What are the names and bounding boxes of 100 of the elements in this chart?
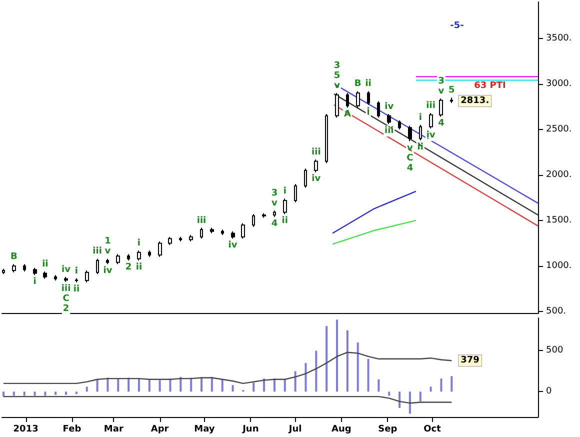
x-tick-label: Jun: [242, 424, 259, 434]
line-series: [2, 396, 452, 404]
x-tick-label: Jul: [288, 424, 302, 434]
x-tick-label: May: [194, 424, 215, 434]
annotation: ii: [365, 79, 372, 90]
candlestick: [75, 278, 78, 283]
bar: [106, 378, 109, 392]
candlestick: [439, 98, 443, 118]
x-tick-label: Feb: [62, 424, 82, 434]
bar: [232, 385, 234, 392]
y-tick-label: 2000.: [546, 170, 572, 180]
x-tick-label: Apr: [150, 424, 170, 434]
y-tick-label: 2500.: [546, 124, 572, 134]
bar: [450, 376, 453, 392]
bar: [388, 392, 390, 396]
annotation: ii: [42, 259, 48, 270]
bar: [430, 386, 432, 392]
candlestick: [241, 222, 245, 240]
annotation: 1: [104, 236, 111, 247]
bar: [221, 379, 224, 392]
candlestick: [168, 236, 172, 246]
bar: [138, 378, 140, 392]
bar: [86, 386, 88, 392]
candlestick: [33, 267, 37, 276]
y-tick-label: 1000.: [546, 260, 572, 271]
candlestick: [221, 229, 224, 236]
y-tick-label: 500: [546, 346, 564, 356]
annotation: i: [366, 106, 370, 117]
candlestick: [294, 184, 297, 203]
bar: [336, 320, 338, 392]
x-tick-label: Mar: [104, 424, 124, 434]
bar: [200, 378, 203, 392]
candlestick: [346, 92, 349, 108]
annotation: iv: [384, 102, 394, 112]
annotation: iii: [384, 126, 394, 136]
x-tick-label: Oct: [424, 424, 442, 434]
bar: [12, 392, 15, 396]
candlestick: [23, 264, 26, 272]
bar: [284, 379, 286, 392]
annotation: C: [406, 153, 414, 164]
annotation: v: [407, 143, 414, 154]
candlestick: [54, 274, 57, 282]
annotation: 4: [438, 118, 444, 129]
annotation: i: [74, 266, 78, 276]
candlestick: [106, 258, 109, 265]
bar: [128, 378, 130, 392]
annotation: 2813.: [460, 96, 490, 106]
candlestick: [85, 270, 89, 283]
candlestick: [231, 230, 235, 240]
bar: [304, 363, 307, 392]
bar: [190, 378, 192, 392]
bar: [96, 379, 98, 392]
annotation: 5: [448, 86, 455, 96]
candlestick: [325, 113, 328, 164]
annotation: i: [283, 186, 286, 197]
bar: [2, 392, 4, 397]
bar: [367, 358, 370, 392]
line-series: [2, 352, 452, 384]
y-tick-label: 3000.: [546, 78, 572, 89]
bar: [65, 392, 68, 395]
candlestick: [283, 198, 287, 215]
bar: [440, 378, 442, 392]
candlestick: [377, 100, 380, 118]
annotation: 379: [460, 356, 480, 366]
bar: [408, 392, 411, 414]
candlestick: [96, 258, 99, 275]
y-tick-label: 500.: [546, 306, 566, 316]
annotation: 5: [334, 71, 340, 82]
bar: [346, 330, 348, 392]
annotation: v: [438, 86, 444, 96]
bar: [356, 342, 359, 392]
bar: [23, 392, 26, 396]
candlestick: [148, 250, 151, 258]
annotation: ii: [282, 216, 288, 226]
bar: [75, 392, 78, 394]
annotation: iv: [426, 130, 436, 141]
annotation: i: [33, 277, 36, 288]
bar: [54, 392, 57, 395]
annotation: v: [272, 198, 278, 208]
candlestick: [398, 120, 401, 130]
candlestick: [12, 264, 16, 273]
candlestick: [273, 210, 276, 218]
candlestick: [387, 113, 391, 124]
bar: [273, 378, 276, 392]
annotation: i: [418, 112, 422, 123]
annotation: ii: [73, 284, 80, 294]
candlestick: [158, 240, 162, 258]
y-tick-label: 3500.: [546, 33, 572, 44]
annotation: ii: [136, 262, 142, 273]
bar: [117, 378, 120, 392]
candlestick: [116, 254, 120, 265]
bar: [158, 380, 161, 392]
annotation: iii: [61, 284, 71, 294]
annotation: ii: [417, 142, 424, 152]
annotation: 4: [271, 218, 278, 229]
candlestick: [127, 254, 130, 262]
candlestick: [262, 212, 266, 218]
annotation: -5-: [450, 21, 464, 31]
candlestick: [137, 250, 141, 262]
candlestick: [43, 270, 47, 280]
